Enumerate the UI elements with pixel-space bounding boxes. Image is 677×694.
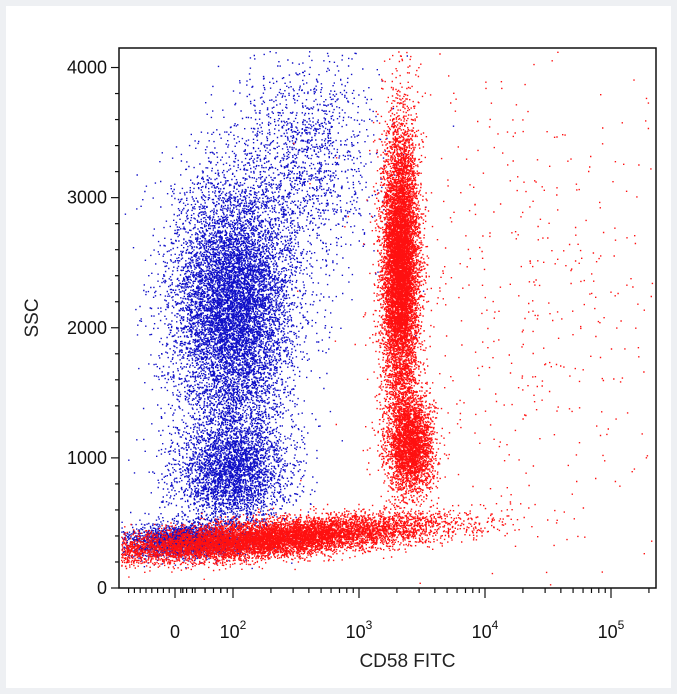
y-tick-label: 4000 [67,58,107,78]
y-tick-label: 3000 [67,188,107,208]
x-tick-label: 102 [220,618,247,642]
x-tick-label: 0 [170,622,180,642]
y-tick-label: 0 [97,578,107,598]
series-1 [121,51,654,586]
series-1-cluster-2 [121,484,573,580]
ticks-layer: 0 1000 2000 3000 4000 0 102 103 104 105 [67,58,650,642]
x-tick-label: 105 [598,618,625,642]
plot-area-border [118,47,657,589]
series-0-cluster-1 [128,350,321,570]
y-axis-label: SSC [22,298,43,337]
series-0-cluster-3 [199,51,455,337]
x-axis-label: CD58 FITC [359,651,455,672]
points-layer [121,51,654,586]
x-tick-label: 104 [472,618,499,642]
x-tick-label: 103 [346,618,373,642]
y-tick-label: 1000 [67,448,107,468]
series-1-cluster-3 [293,51,654,586]
series-1-cluster-1 [366,362,462,534]
y-tick-label: 2000 [67,318,107,338]
series-1-cluster-0 [362,51,441,529]
series-0-cluster-0 [124,65,343,545]
